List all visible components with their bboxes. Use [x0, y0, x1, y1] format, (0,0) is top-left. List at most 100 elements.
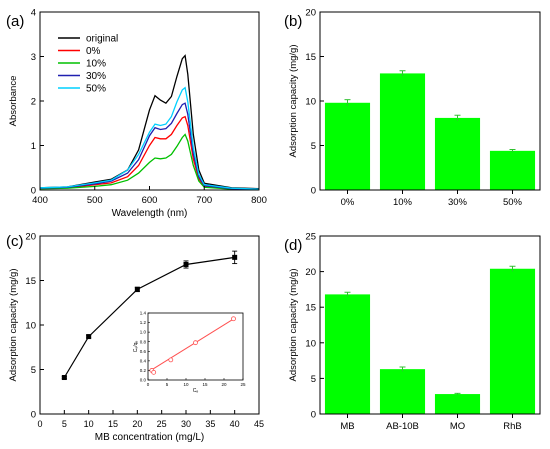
series-line	[63, 256, 235, 378]
chart-panel-d: MB AB-10B MO RhB 0 5 10 15 20 25 Adsorption capaci…	[284, 232, 541, 432]
x-tick-label: 30%	[448, 197, 468, 208]
inset-y-tick-label: 0.6	[140, 349, 147, 354]
y-axis-label: Adsorption capacity (mg/g)	[288, 269, 299, 382]
y-axis-label: Adsorption capacity (mg/g)	[288, 45, 299, 158]
y-tick-label: 10	[25, 321, 36, 332]
bar	[324, 294, 371, 414]
bar	[379, 369, 426, 414]
panel-label: (d)	[284, 237, 302, 254]
inset-y-tick-label: 0.2	[140, 368, 147, 373]
bar	[434, 117, 481, 190]
series-line	[39, 86, 260, 190]
x-tick-label: 45	[254, 419, 264, 429]
bar	[434, 394, 481, 414]
chart-panel-c: 0 5 10 15 20 0 5 10 15 20 25 30 35 40 45 MB concentrati…	[6, 232, 264, 444]
y-tick-label: 15	[305, 52, 316, 63]
x-tick-label: AB-10B	[386, 421, 419, 432]
chart-panel-b: 0% 10% 30% 50% 0 5 10 15 20 Adsorption capacity (…	[284, 8, 541, 208]
legend-label: 50%	[86, 84, 106, 95]
y-axis-label: Absorbance	[8, 76, 19, 127]
x-tick-label: 40	[230, 419, 240, 429]
y-tick-label: 5	[311, 374, 316, 385]
x-tick-label: 20	[132, 419, 142, 429]
inset-x-tick-label: 10	[183, 382, 189, 387]
panel-label: (c)	[6, 233, 24, 250]
y-tick-label: 0	[311, 186, 316, 197]
inset-y-tick-label: 0.4	[140, 358, 147, 363]
inset-x-tick-label: 0	[147, 382, 150, 387]
bar	[379, 73, 426, 190]
y-tick-label: 0	[31, 410, 36, 421]
y-tick-label: 10	[305, 338, 316, 349]
y-tick-label: 4	[31, 8, 36, 19]
inset-x-tick-label: 25	[240, 382, 246, 387]
legend-label: 10%	[86, 59, 106, 70]
x-tick-label: 5	[62, 419, 67, 429]
x-tick-label: 15	[108, 419, 118, 429]
y-tick-label: 0	[31, 186, 36, 197]
y-tick-label: 20	[25, 232, 36, 243]
inset-data-point	[168, 357, 174, 363]
legend-label: 30%	[86, 71, 106, 82]
panel-label: (a)	[6, 13, 24, 30]
y-tick-label: 3	[31, 52, 36, 63]
x-tick-label: 500	[87, 195, 103, 206]
x-tick-label: 25	[157, 419, 167, 429]
x-tick-label: 30	[181, 419, 191, 429]
x-axis-label: Wavelength (nm)	[112, 208, 188, 219]
inset-data-point	[151, 369, 157, 375]
data-point	[134, 286, 140, 292]
bar	[489, 268, 536, 414]
x-tick-label: 400	[32, 195, 48, 206]
x-tick-label: 50%	[503, 197, 523, 208]
inset-y-tick-label: 0.8	[140, 339, 147, 344]
inset-data-point	[193, 340, 198, 346]
y-tick-label: 15	[305, 303, 316, 314]
y-tick-label: 20	[305, 267, 316, 278]
chart-panel-a: 0 1 2 3 4 400 500 600 700 800 Wavelength (nm) Absor…	[6, 8, 267, 220]
y-tick-label: 25	[305, 232, 316, 243]
x-tick-label: MO	[450, 421, 465, 432]
inset-y-tick-label: 1.0	[140, 330, 147, 335]
x-tick-label: RhB	[503, 421, 521, 432]
x-tick-label: 800	[251, 195, 267, 206]
plot-frame	[319, 235, 541, 415]
y-tick-label: 0	[311, 410, 316, 421]
x-tick-label: 10%	[393, 197, 413, 208]
inset-frame	[147, 312, 244, 381]
inset-y-tick-label: 0.0	[140, 378, 147, 383]
bar	[324, 102, 371, 190]
inset-data-point	[231, 316, 236, 322]
inset-x-tick-label: 20	[221, 382, 227, 387]
y-axis-label: Adsorption capacity (mg/g)	[8, 269, 19, 382]
x-tick-label: 10	[84, 419, 94, 429]
inset-fit-line	[149, 317, 236, 372]
y-tick-label: 15	[25, 276, 36, 287]
inset-y-tick-label: 1.2	[140, 320, 147, 325]
x-axis-label: MB concentration (mg/L)	[95, 432, 205, 443]
y-tick-label: 1	[31, 141, 36, 152]
inset-y-tick-label: 1.4	[140, 311, 147, 316]
data-point	[61, 375, 67, 381]
inset-x-tick-label: 5	[166, 382, 169, 387]
x-tick-label: MB	[340, 421, 354, 432]
x-tick-label: 35	[205, 419, 215, 429]
inset-y-axis-label: Cₑ/qₑ	[133, 341, 139, 353]
bar	[489, 150, 536, 190]
plot-frame	[39, 235, 260, 415]
x-tick-label: 700	[196, 195, 212, 206]
panel-label: (b)	[284, 13, 302, 30]
y-tick-label: 5	[311, 141, 316, 152]
x-tick-label: 0	[37, 419, 42, 429]
x-tick-label: 600	[142, 195, 158, 206]
legend-label: 0%	[86, 46, 101, 57]
data-point	[183, 261, 189, 267]
legend-label: original	[86, 34, 118, 45]
x-tick-label: 0%	[341, 197, 355, 208]
y-tick-label: 5	[31, 365, 36, 376]
y-tick-label: 20	[305, 8, 316, 19]
inset-x-axis-label: Cₑ	[193, 388, 199, 394]
data-point	[86, 334, 92, 340]
data-point	[232, 254, 238, 260]
